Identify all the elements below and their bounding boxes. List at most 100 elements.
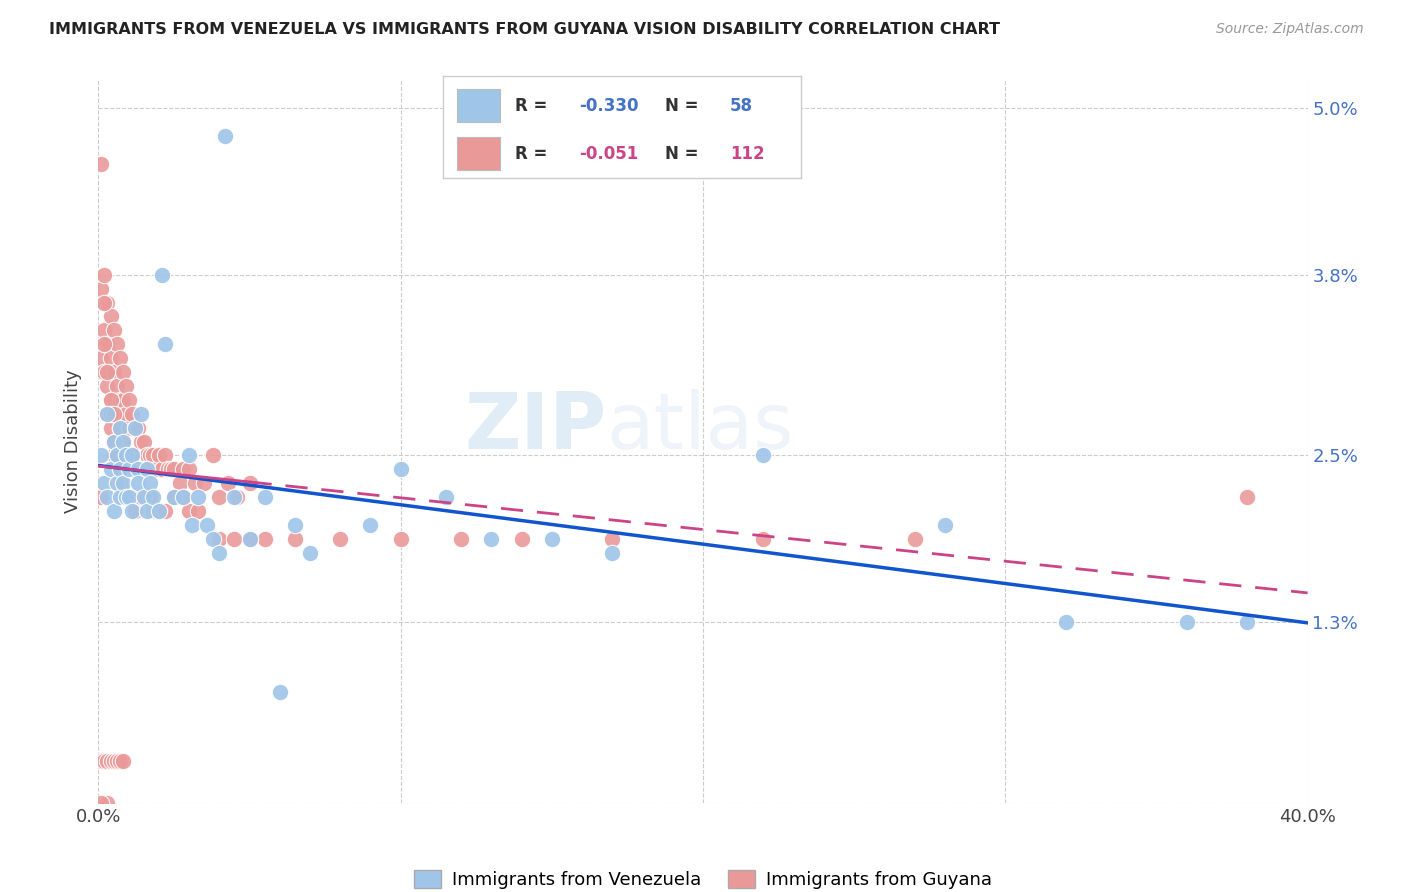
Point (142, 490, 165, 504)
Point (148, 504, 170, 518)
Point (127, 462, 149, 476)
Point (239, 532, 262, 546)
Point (153, 337, 176, 351)
Text: -0.051: -0.051 (579, 145, 638, 162)
Point (163, 462, 186, 476)
Point (93, 476, 115, 491)
Point (100, 392, 122, 407)
Point (129, 407, 152, 421)
Point (193, 476, 215, 491)
Point (139, 449, 162, 463)
Point (202, 449, 225, 463)
Point (96, 490, 118, 504)
Point (103, 407, 125, 421)
Text: R =: R = (515, 96, 553, 114)
Point (202, 532, 225, 546)
Point (118, 462, 141, 476)
Point (93, 323, 115, 337)
Point (127, 420, 149, 434)
Point (172, 490, 194, 504)
Point (108, 462, 131, 476)
Point (135, 462, 157, 476)
Y-axis label: Vision Disability: Vision Disability (65, 369, 83, 514)
Point (450, 532, 472, 546)
Point (108, 476, 131, 491)
Point (114, 449, 136, 463)
Point (135, 449, 157, 463)
Point (118, 490, 141, 504)
Point (752, 449, 775, 463)
Point (299, 546, 322, 560)
Point (132, 490, 155, 504)
Point (100, 310, 122, 324)
Point (105, 449, 128, 463)
Point (510, 532, 533, 546)
Point (108, 490, 131, 504)
Point (145, 462, 167, 476)
Point (139, 490, 162, 504)
Point (253, 490, 276, 504)
Point (239, 532, 262, 546)
Point (540, 532, 562, 546)
Point (118, 490, 141, 504)
Point (217, 476, 239, 491)
Text: IMMIGRANTS FROM VENEZUELA VS IMMIGRANTS FROM GUYANA VISION DISABILITY CORRELATIO: IMMIGRANTS FROM VENEZUELA VS IMMIGRANTS … (49, 22, 1000, 37)
Point (132, 434, 155, 449)
Point (163, 490, 186, 504)
Point (105, 337, 128, 351)
Point (96, 379, 118, 393)
Point (103, 392, 125, 407)
Point (360, 517, 382, 532)
Text: Source: ZipAtlas.com: Source: ZipAtlas.com (1216, 22, 1364, 37)
Point (105, 449, 128, 463)
Point (108, 754, 131, 768)
Point (127, 490, 149, 504)
Point (96, 337, 118, 351)
Point (179, 449, 201, 463)
Point (389, 462, 412, 476)
Point (1236, 615, 1258, 630)
FancyBboxPatch shape (457, 89, 501, 122)
Point (172, 462, 194, 476)
Point (142, 449, 165, 463)
Point (153, 504, 176, 518)
Text: ZIP: ZIP (464, 389, 606, 465)
Point (145, 504, 167, 518)
Text: 112: 112 (730, 145, 765, 162)
Point (224, 532, 246, 546)
Point (96, 365, 118, 379)
Point (179, 504, 201, 518)
Point (142, 504, 165, 518)
Point (114, 490, 136, 504)
Point (1236, 490, 1258, 504)
Point (121, 504, 143, 518)
Point (108, 420, 131, 434)
Point (284, 517, 307, 532)
Point (172, 490, 194, 504)
Point (121, 449, 143, 463)
Point (121, 490, 143, 504)
Point (934, 517, 956, 532)
Point (208, 532, 231, 546)
Point (118, 392, 141, 407)
Point (103, 754, 125, 768)
Point (481, 532, 503, 546)
Point (135, 504, 157, 518)
Point (148, 449, 170, 463)
Point (226, 490, 249, 504)
Point (111, 434, 134, 449)
Point (100, 392, 122, 407)
Point (602, 546, 624, 560)
Point (253, 532, 276, 546)
Point (103, 449, 125, 463)
Point (100, 407, 122, 421)
Point (100, 754, 122, 768)
Text: 58: 58 (730, 96, 752, 114)
Point (118, 420, 141, 434)
Point (96, 295, 118, 310)
Point (156, 462, 179, 476)
Point (208, 546, 231, 560)
Point (90, 449, 112, 463)
Text: R =: R = (515, 145, 553, 162)
Point (103, 434, 125, 449)
